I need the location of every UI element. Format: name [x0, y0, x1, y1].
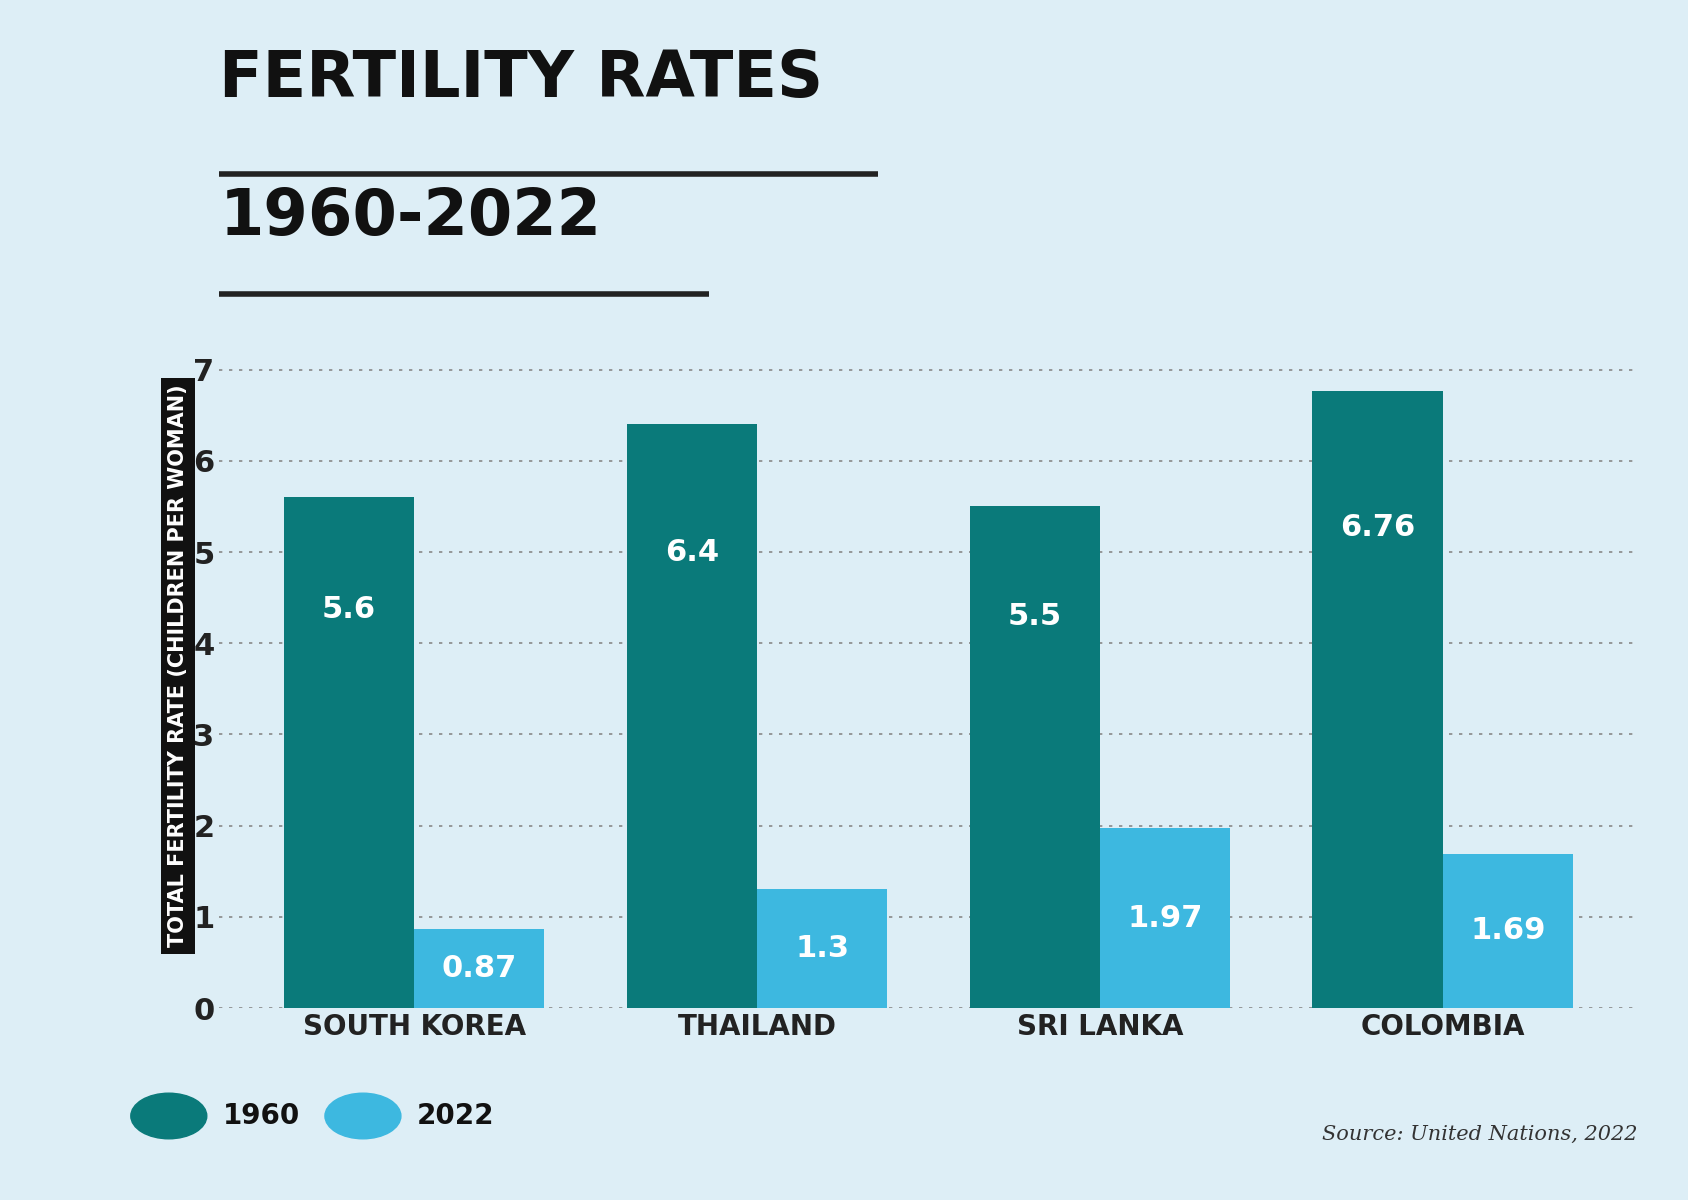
Text: 6.76: 6.76	[1340, 512, 1415, 541]
Bar	[1101, 828, 1231, 1008]
Text: 6.4: 6.4	[665, 539, 719, 568]
Text: 1.69: 1.69	[1470, 917, 1546, 946]
Text: 1960: 1960	[223, 1102, 300, 1130]
Text: 1.97: 1.97	[1128, 904, 1202, 932]
Text: 5.6: 5.6	[322, 595, 376, 624]
Text: 0.87: 0.87	[442, 954, 517, 983]
Text: FERTILITY RATES: FERTILITY RATES	[219, 48, 824, 110]
Text: Source: United Nations, 2022: Source: United Nations, 2022	[1322, 1124, 1637, 1144]
Bar	[414, 929, 545, 1008]
Bar	[1312, 391, 1443, 1008]
Bar	[756, 889, 888, 1008]
Text: 5.5: 5.5	[1008, 602, 1062, 631]
Bar	[626, 425, 756, 1008]
Bar	[1443, 854, 1573, 1008]
Y-axis label: TOTAL FERTILITY RATE (CHILDREN PER WOMAN): TOTAL FERTILITY RATE (CHILDREN PER WOMAN…	[167, 385, 187, 947]
Text: 1.3: 1.3	[795, 935, 849, 964]
Bar	[284, 497, 414, 1008]
Text: 2022: 2022	[417, 1102, 495, 1130]
Bar	[969, 506, 1101, 1008]
Text: 1960-2022: 1960-2022	[219, 186, 601, 248]
